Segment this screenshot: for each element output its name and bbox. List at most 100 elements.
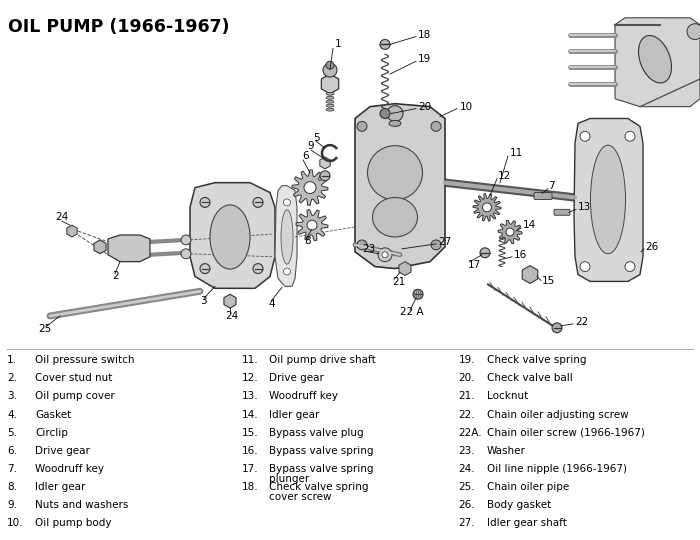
Ellipse shape bbox=[326, 108, 334, 111]
Text: Oil pump cover: Oil pump cover bbox=[35, 392, 115, 401]
Text: 15: 15 bbox=[542, 276, 555, 286]
Circle shape bbox=[413, 289, 423, 299]
Text: Cover stud nut: Cover stud nut bbox=[35, 373, 113, 383]
Polygon shape bbox=[94, 240, 106, 254]
Circle shape bbox=[284, 268, 290, 275]
Ellipse shape bbox=[372, 198, 417, 237]
Text: 1: 1 bbox=[335, 39, 342, 50]
Text: 6: 6 bbox=[302, 151, 309, 161]
Text: Gasket: Gasket bbox=[35, 409, 71, 420]
Text: 27.: 27. bbox=[458, 518, 475, 528]
Circle shape bbox=[320, 171, 330, 181]
Text: Body gasket: Body gasket bbox=[486, 500, 551, 510]
Text: Washer: Washer bbox=[486, 446, 526, 456]
Text: Oil pressure switch: Oil pressure switch bbox=[35, 355, 134, 366]
Circle shape bbox=[181, 235, 191, 245]
Text: 23.: 23. bbox=[458, 446, 475, 456]
Text: 20.: 20. bbox=[458, 373, 475, 383]
Text: 14.: 14. bbox=[241, 409, 258, 420]
Text: 8.: 8. bbox=[7, 482, 17, 492]
Text: 21.: 21. bbox=[458, 392, 475, 401]
Circle shape bbox=[380, 109, 390, 118]
Text: Oil line nipple (1966-1967): Oil line nipple (1966-1967) bbox=[486, 464, 626, 474]
Circle shape bbox=[482, 203, 491, 212]
Text: 10.: 10. bbox=[7, 518, 24, 528]
Text: Check valve ball: Check valve ball bbox=[486, 373, 573, 383]
Circle shape bbox=[580, 131, 590, 141]
Ellipse shape bbox=[281, 210, 293, 264]
Text: 2.: 2. bbox=[7, 373, 17, 383]
Text: 11: 11 bbox=[510, 148, 524, 158]
Text: Chain oiler adjusting screw: Chain oiler adjusting screw bbox=[486, 409, 628, 420]
Text: 25.: 25. bbox=[458, 482, 475, 492]
Text: 10: 10 bbox=[460, 102, 473, 112]
Text: Check valve spring: Check valve spring bbox=[270, 482, 369, 492]
Ellipse shape bbox=[326, 104, 334, 107]
Circle shape bbox=[304, 181, 316, 193]
Circle shape bbox=[200, 198, 210, 207]
Circle shape bbox=[480, 248, 490, 258]
Ellipse shape bbox=[389, 120, 401, 126]
Circle shape bbox=[253, 264, 263, 274]
Text: 26.: 26. bbox=[458, 500, 475, 510]
Text: 13: 13 bbox=[578, 202, 592, 212]
Polygon shape bbox=[615, 18, 700, 106]
Circle shape bbox=[253, 198, 263, 207]
Text: 24: 24 bbox=[55, 212, 69, 222]
Text: 20: 20 bbox=[418, 102, 431, 112]
Text: 2: 2 bbox=[112, 272, 118, 281]
Text: 18: 18 bbox=[418, 30, 431, 39]
Text: 18.: 18. bbox=[241, 482, 258, 492]
Text: 26: 26 bbox=[645, 242, 658, 252]
Text: cover screw: cover screw bbox=[270, 492, 332, 502]
Circle shape bbox=[506, 228, 514, 236]
Text: 24: 24 bbox=[225, 311, 238, 321]
FancyBboxPatch shape bbox=[554, 210, 570, 215]
Circle shape bbox=[625, 262, 635, 272]
Text: 4: 4 bbox=[268, 299, 274, 309]
Polygon shape bbox=[296, 210, 328, 241]
Polygon shape bbox=[574, 118, 643, 281]
Text: 5.: 5. bbox=[7, 428, 17, 437]
Text: 12: 12 bbox=[498, 171, 511, 181]
Text: 1.: 1. bbox=[7, 355, 17, 366]
Text: 16: 16 bbox=[514, 250, 527, 260]
Text: OIL PUMP (1966-1967): OIL PUMP (1966-1967) bbox=[8, 18, 230, 36]
Polygon shape bbox=[190, 183, 275, 288]
Polygon shape bbox=[292, 170, 328, 205]
Text: Drive gear: Drive gear bbox=[35, 446, 90, 456]
Circle shape bbox=[307, 220, 317, 230]
Polygon shape bbox=[321, 74, 339, 94]
Polygon shape bbox=[498, 220, 522, 244]
Text: 15.: 15. bbox=[241, 428, 258, 437]
Text: 6.: 6. bbox=[7, 446, 17, 456]
Circle shape bbox=[552, 323, 562, 333]
Text: 12.: 12. bbox=[241, 373, 258, 383]
Text: 17: 17 bbox=[468, 260, 482, 269]
Polygon shape bbox=[473, 194, 501, 221]
Ellipse shape bbox=[368, 146, 423, 200]
Text: 9: 9 bbox=[307, 141, 314, 151]
Text: Oil pump body: Oil pump body bbox=[35, 518, 111, 528]
Text: Locknut: Locknut bbox=[486, 392, 528, 401]
Text: 17.: 17. bbox=[241, 464, 258, 474]
Text: 21: 21 bbox=[392, 278, 405, 287]
Text: 22A.: 22A. bbox=[458, 428, 482, 437]
Circle shape bbox=[580, 262, 590, 272]
Circle shape bbox=[181, 249, 191, 259]
Circle shape bbox=[431, 240, 441, 250]
Polygon shape bbox=[66, 225, 77, 237]
Text: Drive gear: Drive gear bbox=[270, 373, 324, 383]
Circle shape bbox=[357, 122, 367, 131]
Polygon shape bbox=[399, 262, 411, 275]
Text: 7: 7 bbox=[548, 181, 554, 191]
Circle shape bbox=[357, 240, 367, 250]
Ellipse shape bbox=[210, 205, 250, 269]
Circle shape bbox=[387, 106, 403, 122]
Text: 23: 23 bbox=[362, 244, 375, 254]
Text: 3: 3 bbox=[200, 296, 206, 306]
FancyBboxPatch shape bbox=[534, 193, 552, 199]
Text: 25: 25 bbox=[38, 324, 51, 334]
Polygon shape bbox=[108, 235, 150, 262]
Circle shape bbox=[326, 61, 334, 69]
